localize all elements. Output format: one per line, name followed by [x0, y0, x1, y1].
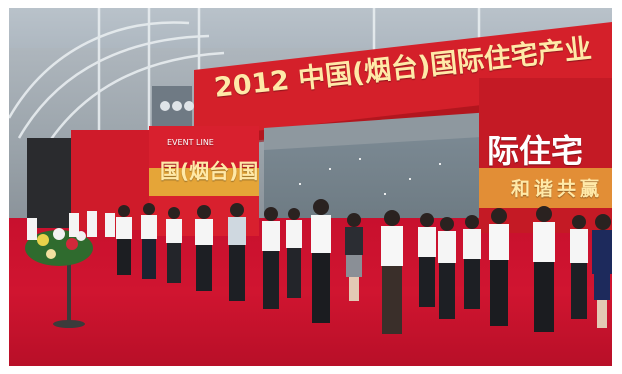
- right-panel-glow: [479, 168, 612, 208]
- sign-dot: [160, 101, 170, 111]
- red-carpet: [9, 218, 612, 366]
- left-panel-outer: [27, 138, 77, 228]
- right-panel-subtitle: 和谐共赢: [511, 178, 604, 200]
- sign-dot: [184, 101, 194, 111]
- left-panel-stripe: [149, 168, 259, 196]
- right-panel-title: 际住宅: [487, 132, 584, 170]
- left-panel-small-text: EVENT LINE: [167, 138, 214, 147]
- scene-graphics: [9, 8, 612, 334]
- sign-dot: [172, 101, 182, 111]
- event-photo: 2012 中国(烟台)国际住宅产业 际住宅 和谐共赢 EVENT LINE 国(…: [9, 8, 612, 366]
- flower-stand: [25, 228, 93, 328]
- crowd: [27, 199, 612, 334]
- confetti: [299, 158, 441, 195]
- left-panel-title: 国(烟台)国: [160, 159, 259, 183]
- entrance-canopy: [264, 108, 549, 150]
- main-banner: [194, 22, 612, 148]
